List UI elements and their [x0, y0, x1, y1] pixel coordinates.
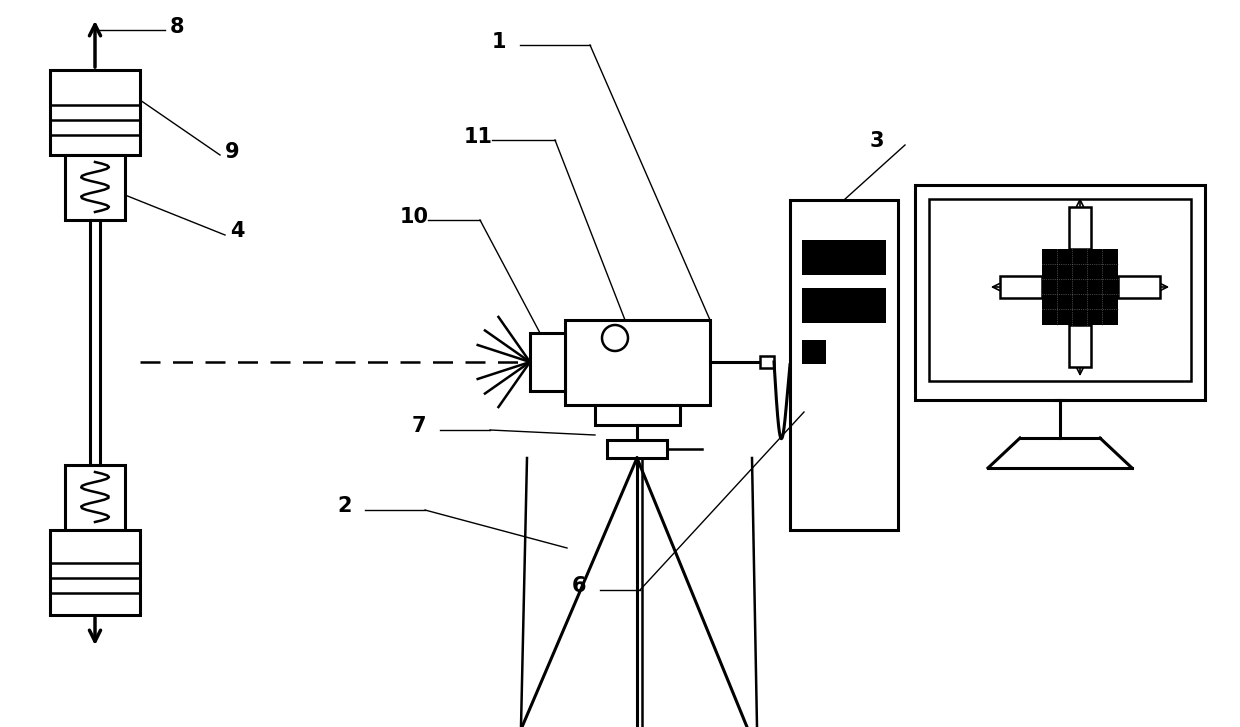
Text: 7: 7: [412, 416, 427, 436]
Text: 2: 2: [337, 496, 351, 516]
Bar: [790, 200, 898, 530]
Bar: [929, 199, 1190, 381]
Bar: [999, 276, 1042, 298]
Bar: [802, 340, 826, 364]
Text: 9: 9: [224, 142, 239, 162]
Bar: [1069, 207, 1091, 249]
Bar: [1069, 325, 1091, 367]
Text: 1: 1: [492, 32, 506, 52]
Text: 10: 10: [401, 207, 429, 227]
Bar: [608, 440, 667, 458]
Text: 8: 8: [170, 17, 185, 37]
Text: 11: 11: [464, 127, 494, 147]
Bar: [529, 333, 565, 391]
Bar: [64, 465, 125, 530]
Bar: [595, 405, 680, 425]
Bar: [802, 240, 887, 275]
Bar: [802, 288, 887, 323]
Text: 3: 3: [870, 131, 884, 151]
Text: 4: 4: [229, 221, 244, 241]
Bar: [91, 220, 100, 465]
Bar: [64, 155, 125, 220]
Bar: [50, 70, 140, 155]
Bar: [50, 530, 140, 615]
Bar: [915, 185, 1205, 400]
Bar: [1118, 276, 1159, 298]
Bar: [760, 356, 774, 368]
Bar: [565, 320, 711, 405]
Text: 6: 6: [572, 576, 587, 596]
Bar: [1042, 249, 1118, 325]
